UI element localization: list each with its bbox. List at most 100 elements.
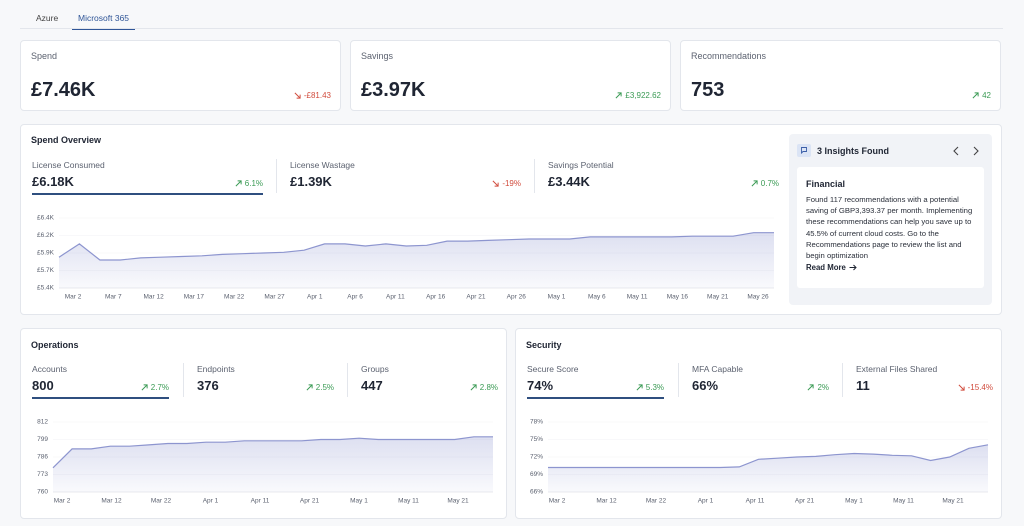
trend-arrow (958, 384, 965, 391)
y-tick-label: 69% (530, 471, 543, 478)
arrow-path (470, 384, 477, 391)
metric-label: Groups (361, 364, 389, 374)
metric-value: 66% (692, 378, 719, 393)
x-tick-label: May 16 (667, 294, 689, 301)
trend: 5.3% (527, 383, 664, 392)
x-tick-label: May 11 (893, 498, 914, 505)
arrow (849, 264, 857, 271)
trend-value: -£81.43 (303, 91, 331, 100)
metric-separator (347, 363, 348, 397)
line (548, 444, 989, 469)
spend-overview-card: Spend Overview License Consumed £6.18K 6.1%… (20, 124, 1002, 315)
insight-card: Financial Found 117 recommendations with … (797, 167, 984, 288)
line-chart: 78% 75% 72% 69% 66% Mar 2 Mar 12 Mar 22 Apr 1 Apr… (530, 419, 989, 505)
x-tick-label: May 21 (942, 498, 964, 505)
flag-icon (797, 144, 811, 157)
trend-value: 6.1% (244, 179, 263, 188)
x-tick-label: Apr 1 (698, 498, 714, 505)
x-tick-label: May 6 (588, 294, 606, 301)
metric-label: MFA Capable (692, 364, 744, 374)
trend-value: 0.7% (760, 179, 779, 188)
trend-value: 2% (817, 383, 829, 392)
y-tick-label: 786 (37, 454, 48, 461)
line-chart: £6.4K £6.2K £5.9K £5.7K £5.4K Mar 2 Mar 7 Mar 1… (37, 215, 774, 301)
line-area (53, 436, 493, 492)
trend-arrow (306, 384, 313, 391)
x-tick-label: May 21 (447, 498, 469, 505)
x-tick-label: Apr 11 (251, 498, 270, 505)
trend-arrow (141, 384, 148, 391)
section-title: Spend Overview (31, 135, 102, 145)
metric-value: 447 (361, 378, 383, 393)
x-tick-label: Apr 26 (507, 294, 527, 301)
x-tick-label: Mar 2 (65, 294, 82, 301)
x-tick-label: May 1 (548, 294, 566, 301)
arrow-path (306, 384, 313, 391)
trend-arrow (294, 92, 301, 99)
metric-underline (32, 193, 263, 195)
trend-value: 2.5% (315, 383, 334, 392)
trend: 42 (972, 91, 991, 100)
line-area (548, 444, 988, 492)
x-tick-label: Apr 21 (795, 498, 815, 505)
arrow-path (751, 180, 758, 187)
trend: 2.5% (197, 383, 334, 392)
y-tick-label: 75% (530, 436, 543, 443)
x-tick-label: Apr 11 (386, 294, 405, 301)
trend-value: £3,922.62 (625, 91, 661, 100)
trend-value: 5.3% (645, 383, 664, 392)
x-tick-label: Apr 6 (347, 294, 363, 301)
trend-value: 42 (982, 91, 991, 100)
x-tick-label: May 1 (845, 498, 863, 505)
line (52, 436, 493, 469)
trend: -£81.43 (294, 91, 331, 100)
operations-card: Operations Accounts 800 2.7% Endpoints 376 2.5… (20, 328, 507, 519)
x-tick-label: May 1 (350, 498, 368, 505)
x-tick-label: Mar 12 (101, 498, 122, 505)
metric-value: 74% (527, 378, 554, 393)
tab-bar-line (20, 28, 1003, 29)
trend-arrow (492, 180, 499, 187)
trend-value: 2.8% (479, 383, 498, 392)
trend: 6.1% (32, 179, 263, 188)
trend-arrow (636, 384, 643, 391)
metric-value: 376 (197, 378, 219, 393)
metric-separator (183, 363, 184, 397)
trend: 2.7% (32, 383, 169, 392)
tab[interactable]: Azure (36, 13, 59, 23)
x-tick-label: May 11 (627, 294, 648, 301)
tab[interactable]: Microsoft 365 (72, 13, 136, 30)
metric-value: 11 (856, 378, 870, 393)
y-tick-label: £6.2K (37, 232, 55, 239)
x-tick-label: Apr 11 (746, 498, 765, 505)
y-tick-label: 760 (37, 489, 48, 496)
insights-panel: 3 Insights Found Financial Found 117 recom… (789, 134, 992, 305)
arrow-path (958, 384, 965, 391)
metric-label: Accounts (32, 364, 67, 374)
trend-arrow (235, 180, 242, 187)
y-tick-label: 66% (530, 489, 543, 496)
line-area (59, 232, 774, 288)
x-tick-label: May 11 (398, 498, 419, 505)
metric-value: £3.44K (548, 174, 590, 189)
trend: -15.4% (856, 383, 993, 392)
metric-label: License Consumed (32, 160, 105, 170)
x-tick-label: Apr 1 (307, 294, 323, 301)
read-more-arrow (849, 264, 857, 271)
metric-label: Secure Score (527, 364, 579, 374)
read-more[interactable]: Read More (806, 263, 857, 272)
arrow-path (141, 384, 148, 391)
y-tick-label: 78% (530, 419, 543, 426)
arrow-path (492, 180, 499, 187)
metric-separator (534, 159, 535, 193)
metric-separator (678, 363, 679, 397)
y-tick-label: 773 (37, 471, 48, 478)
x-tick-label: Apr 16 (426, 294, 446, 301)
arrow-path (235, 180, 242, 187)
kpi-card: Recommendations 753 42 (680, 40, 1001, 111)
section-title: Security (526, 340, 562, 350)
prev[interactable] (953, 146, 959, 156)
metric-value: 800 (32, 378, 54, 393)
next[interactable] (973, 146, 979, 156)
metric-value: £6.18K (32, 174, 74, 189)
